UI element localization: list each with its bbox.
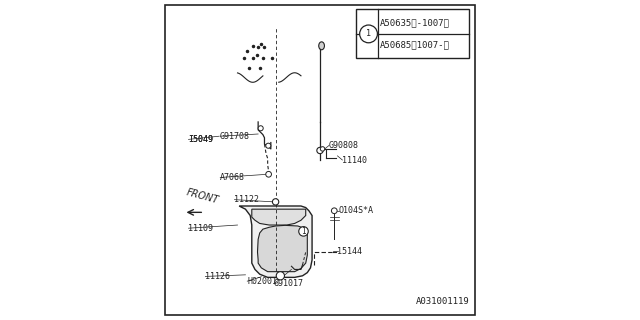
Text: I5049: I5049 — [188, 135, 213, 144]
Text: 1: 1 — [366, 29, 371, 38]
Text: 11122: 11122 — [234, 195, 259, 204]
Circle shape — [317, 147, 323, 154]
Text: A7068: A7068 — [220, 173, 245, 182]
Circle shape — [299, 227, 308, 236]
Circle shape — [266, 172, 271, 177]
Polygon shape — [252, 209, 306, 225]
Text: FRONT: FRONT — [185, 188, 220, 206]
Circle shape — [276, 272, 284, 280]
Polygon shape — [257, 225, 307, 272]
Text: I5049: I5049 — [188, 135, 213, 144]
Text: G90808: G90808 — [329, 141, 359, 150]
Text: A031001119: A031001119 — [415, 297, 469, 306]
Text: 11140: 11140 — [342, 156, 367, 164]
Text: G91708: G91708 — [220, 132, 250, 141]
Circle shape — [273, 199, 279, 205]
Text: 1: 1 — [301, 227, 306, 236]
Text: O104S*A: O104S*A — [339, 206, 373, 215]
Polygon shape — [239, 206, 312, 277]
Circle shape — [360, 25, 378, 43]
Text: A50685（1007-）: A50685（1007-） — [380, 40, 450, 49]
Text: G91017: G91017 — [274, 279, 304, 288]
Circle shape — [266, 143, 271, 148]
Circle shape — [258, 126, 263, 131]
Text: H02001: H02001 — [247, 277, 277, 286]
Text: 15144: 15144 — [337, 247, 362, 256]
Text: 11109: 11109 — [188, 224, 213, 233]
Text: 11126: 11126 — [205, 272, 230, 281]
Circle shape — [320, 147, 324, 151]
Text: A50635（-1007）: A50635（-1007） — [380, 19, 450, 28]
Circle shape — [332, 208, 337, 214]
Ellipse shape — [319, 42, 324, 50]
